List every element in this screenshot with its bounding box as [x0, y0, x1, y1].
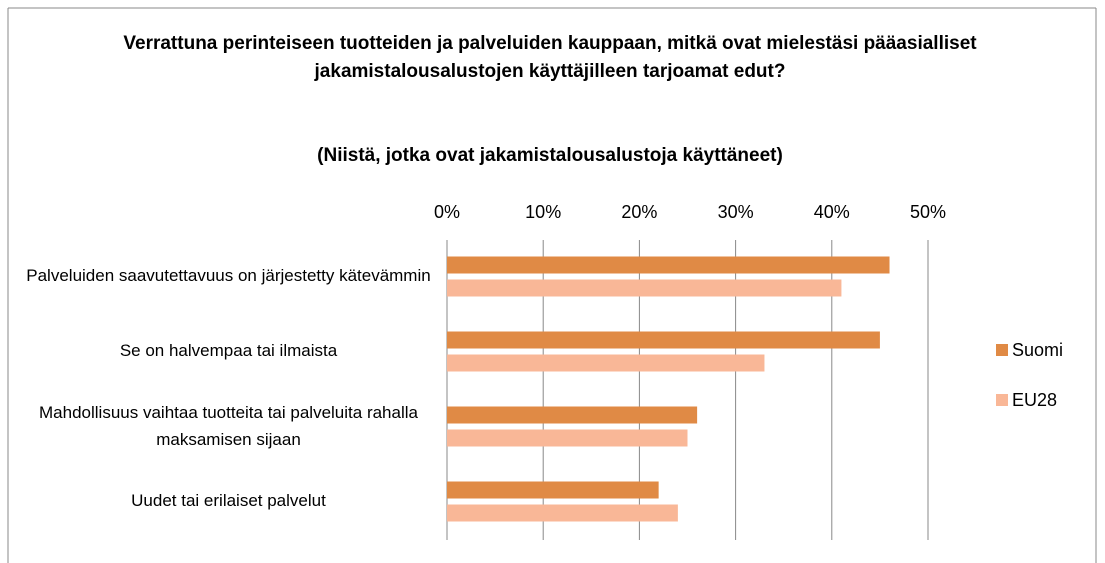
bar — [447, 406, 698, 424]
x-tick-label: 20% — [621, 202, 657, 222]
x-tick-label: 0% — [434, 202, 460, 222]
bar — [447, 331, 880, 349]
bar — [447, 256, 890, 274]
y-tick-label: Mahdollisuus vaihtaa tuotteita tai palve… — [39, 402, 418, 449]
bar — [447, 504, 678, 522]
bar — [447, 481, 659, 499]
y-tick-label: Palveluiden saavutettavuus on järjestett… — [26, 266, 431, 285]
x-tick-label: 50% — [910, 202, 946, 222]
y-tick-label: Uudet tai erilaiset palvelut — [131, 491, 326, 510]
bar — [447, 429, 688, 447]
y-tick-label: Se on halvempaa tai ilmaista — [119, 341, 338, 360]
legend-label: EU28 — [1012, 390, 1057, 410]
legend-label: Suomi — [1012, 340, 1063, 360]
chart-subtitle: (Niistä, jotka ovat jakamistalousalustoj… — [317, 145, 783, 166]
legend-swatch — [996, 394, 1008, 406]
legend-swatch — [996, 344, 1008, 356]
bar — [447, 354, 765, 372]
x-tick-label: 30% — [718, 202, 754, 222]
x-tick-label: 10% — [525, 202, 561, 222]
bar — [447, 279, 842, 297]
chart-title: Verrattuna perinteiseen tuotteiden ja pa… — [123, 33, 977, 82]
x-tick-label: 40% — [814, 202, 850, 222]
